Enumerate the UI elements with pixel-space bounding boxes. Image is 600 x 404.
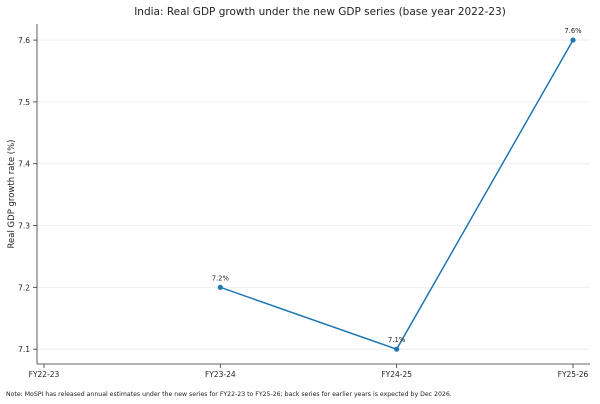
series-line: [220, 39, 574, 351]
y-tick-label: 7.4: [18, 160, 30, 169]
data-label: 7.1%: [388, 336, 406, 344]
y-tick-label: 7.1: [18, 345, 30, 354]
y-tick-label: 7.2: [18, 283, 30, 292]
x-tick-label: FY24-25: [381, 370, 412, 379]
y-tick-label: 7.3: [18, 222, 30, 231]
data-point: [217, 284, 223, 290]
chart-title: India: Real GDP growth under the new GDP…: [134, 6, 506, 18]
data-point: [570, 37, 576, 43]
data-point: [394, 346, 400, 352]
x-tick-label: FY25-26: [558, 370, 589, 379]
data-label: 7.6%: [564, 27, 582, 35]
y-tick-label: 7.5: [18, 98, 30, 107]
y-axis-label: Real GDP growth rate (%): [7, 140, 17, 249]
x-tick-label: FY22-23: [29, 370, 60, 379]
data-label: 7.2%: [212, 274, 230, 282]
footnote: Note: MoSPI has released annual estimate…: [6, 391, 452, 398]
y-tick-label: 7.6: [18, 36, 30, 45]
x-tick-label: FY23-24: [205, 370, 236, 379]
